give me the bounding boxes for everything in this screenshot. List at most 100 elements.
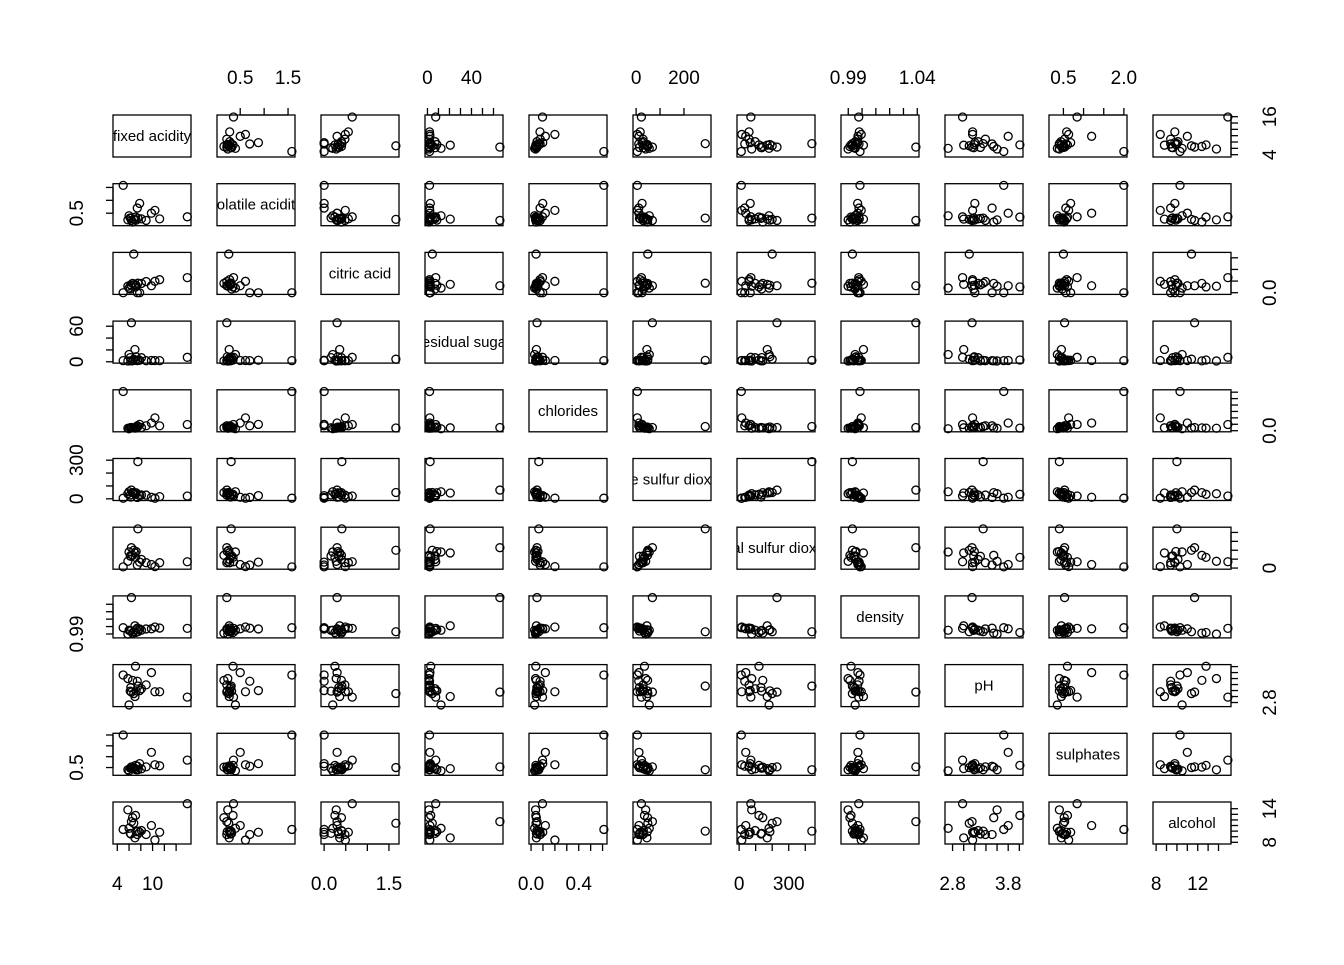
point: [1223, 352, 1233, 362]
point: [959, 140, 969, 150]
point: [1159, 548, 1170, 558]
point: [340, 762, 350, 772]
point: [535, 680, 545, 690]
x-tick-label: 0.4: [566, 874, 593, 895]
point: [957, 272, 968, 283]
point: [644, 349, 654, 360]
panel-frame: [1048, 457, 1128, 502]
point: [1211, 215, 1222, 225]
point: [764, 211, 774, 221]
point: [1182, 559, 1192, 570]
point: [550, 687, 560, 697]
point: [943, 625, 953, 635]
point: [228, 112, 239, 122]
point: [1059, 829, 1070, 840]
point: [1172, 213, 1182, 223]
point: [700, 524, 710, 534]
point: [1003, 492, 1013, 502]
point: [219, 813, 229, 823]
panel-frame: [944, 114, 1024, 158]
point: [319, 623, 329, 633]
point: [134, 827, 145, 837]
x-tick-label: 1.5: [275, 68, 301, 89]
point: [599, 670, 609, 680]
point: [319, 386, 329, 397]
point: [846, 489, 856, 499]
point: [1155, 493, 1165, 503]
point: [431, 799, 441, 809]
point: [531, 140, 541, 150]
point: [495, 215, 505, 226]
point: [967, 276, 978, 286]
point: [980, 215, 991, 226]
point: [141, 558, 151, 568]
panel-frame: [840, 457, 920, 502]
point: [123, 805, 133, 815]
point: [130, 552, 141, 563]
point: [1172, 456, 1182, 467]
panel-frame: [320, 595, 400, 639]
point: [425, 198, 435, 209]
point: [426, 212, 436, 222]
point: [858, 344, 869, 355]
panel-frame: [424, 801, 504, 845]
point: [754, 212, 764, 222]
panel-frame: [112, 114, 192, 158]
panel-frame: [320, 251, 400, 296]
point: [644, 823, 654, 833]
point: [1086, 667, 1097, 678]
point: [332, 492, 342, 502]
point: [529, 211, 540, 221]
point: [599, 493, 609, 503]
point: [146, 820, 157, 831]
point: [287, 670, 297, 680]
point: [599, 623, 609, 633]
point: [967, 543, 977, 553]
point: [445, 279, 455, 289]
point: [436, 424, 446, 434]
point: [146, 355, 157, 366]
panel-frame: [320, 320, 400, 364]
point: [1201, 140, 1211, 150]
point: [634, 281, 644, 291]
point: [846, 661, 856, 671]
panel-frame: [944, 183, 1024, 227]
point: [495, 485, 505, 495]
point: [426, 627, 436, 638]
point: [129, 688, 139, 699]
point: [228, 760, 238, 771]
panel-frame: [840, 732, 920, 776]
point: [1015, 489, 1025, 499]
panel-frame: [216, 801, 296, 845]
point: [992, 215, 1002, 225]
point: [1059, 680, 1070, 690]
point: [1177, 700, 1187, 710]
point: [531, 489, 541, 499]
x-tick-label: 0: [422, 68, 433, 89]
x-tick-label: 4: [112, 874, 123, 895]
point: [987, 421, 997, 431]
point: [1119, 355, 1129, 366]
point: [967, 205, 978, 216]
point: [1197, 487, 1207, 498]
point: [332, 131, 342, 141]
point: [967, 816, 977, 827]
point: [331, 144, 341, 154]
point: [978, 456, 988, 467]
point: [1054, 805, 1065, 815]
panel-frame: [1152, 183, 1232, 227]
point: [1201, 552, 1211, 563]
point: [959, 548, 969, 558]
x-tick-label: 0.0: [311, 874, 337, 895]
point: [1201, 212, 1211, 222]
point: [700, 355, 710, 366]
point: [745, 198, 755, 209]
point: [1175, 288, 1185, 298]
point: [1015, 355, 1025, 365]
point: [287, 355, 297, 366]
point: [999, 386, 1009, 397]
point: [987, 139, 997, 149]
diagonal-label: total sulfur dioxide: [716, 540, 837, 557]
point: [641, 144, 651, 154]
point: [230, 487, 241, 497]
